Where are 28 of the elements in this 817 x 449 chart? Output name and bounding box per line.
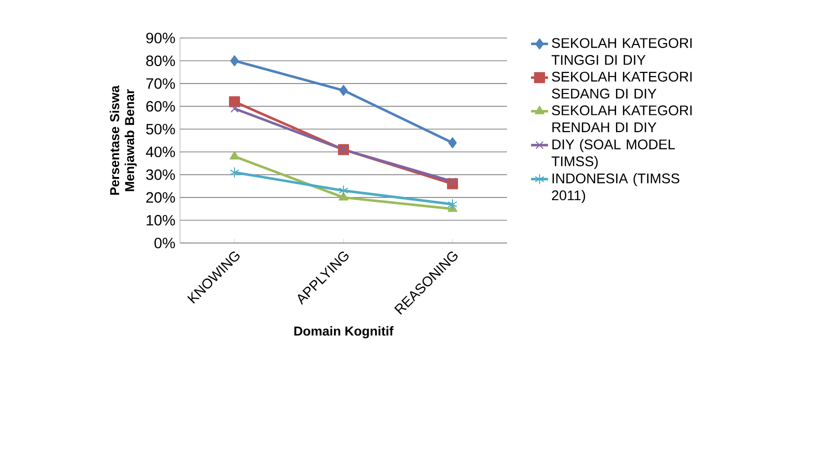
legend-label: SEKOLAH KATEGORI TINGGI DI DIY xyxy=(552,38,692,65)
legend-label: SEKOLAH KATEGORI RENDAH DI DIY xyxy=(552,105,692,132)
y-tick-label: 90% xyxy=(146,32,175,44)
y-tick-label: 30% xyxy=(146,169,175,180)
point xyxy=(448,198,458,210)
y-tick-label: 80% xyxy=(146,55,175,66)
point xyxy=(339,84,348,96)
point xyxy=(230,166,240,178)
legend-label: INDONESIA (TIMSS 2011) xyxy=(552,173,680,204)
y-tick-label: 60% xyxy=(146,101,175,112)
legend-label: DIY (SOAL MODEL TIMSS) xyxy=(552,139,675,170)
point xyxy=(448,137,457,148)
y-tick-label: 40% xyxy=(146,146,175,158)
y-tick-label: 20% xyxy=(146,192,175,203)
y-tick-label: 70% xyxy=(146,78,175,89)
y-tick-label: 10% xyxy=(146,214,175,226)
point xyxy=(229,96,240,108)
y-tick-label: 50% xyxy=(146,124,175,134)
point xyxy=(230,104,239,113)
y-axis-title: Persentase Siswa Menjawab Benar xyxy=(110,85,137,195)
point xyxy=(448,177,457,186)
x-axis-title: Domain Kognitif xyxy=(294,326,394,338)
point xyxy=(338,192,348,200)
point xyxy=(338,185,348,196)
point xyxy=(230,150,240,160)
y-tick-label: 0% xyxy=(154,238,175,248)
point xyxy=(230,55,239,66)
legend-label: SEKOLAH KATEGORI SEDANG DI DIY xyxy=(552,72,692,99)
